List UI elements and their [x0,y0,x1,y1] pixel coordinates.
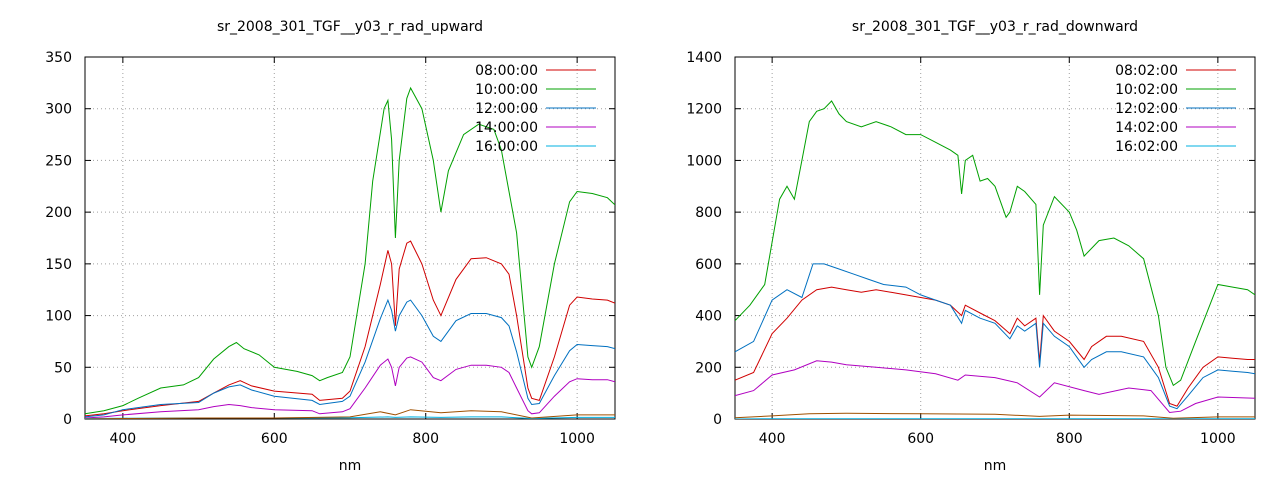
y-tick-label: 150 [45,257,72,273]
x-tick-label: 400 [759,431,786,447]
series-line-3 [735,263,1255,410]
plot-frame [84,56,616,420]
chart-title: sr_2008_301_TGF__y03_r_rad_upward [217,19,483,35]
legend-label: 14:00:00 [475,120,538,136]
y-tick-label: 800 [695,205,722,221]
x-tick-label: 800 [412,431,439,447]
y-tick-label: 200 [45,205,72,221]
x-tick-label: 600 [907,431,934,447]
y-tick-label: 0 [713,412,722,428]
y-tick-label: 350 [45,50,72,66]
series-line-2 [85,86,615,415]
chart-panel-1: sr_2008_301_TGF__y03_r_rad_upward 400 600 8… [45,19,616,474]
legend-label: 12:02:00 [1115,101,1178,117]
series-line-2 [735,100,1255,387]
y-tick-label: 1000 [686,153,722,169]
x-axis-label: nm [339,458,362,474]
x-tick-label: 400 [109,431,136,447]
y-tick-label: 600 [695,257,722,273]
y-tick-label: 300 [45,102,72,118]
legend-label: 16:02:00 [1115,139,1178,155]
series-line-1 [85,240,615,417]
legend-label: 08:00:00 [475,63,538,79]
x-tick-label: 1000 [1200,431,1236,447]
y-tick-label: 1400 [686,50,722,66]
series-line-4 [85,356,615,419]
legend-label: 16:00:00 [475,139,538,155]
y-tick-label: 0 [63,412,72,428]
y-tick-label: 1200 [686,102,722,118]
legend-label: 14:02:00 [1115,120,1178,136]
series-line-6 [735,412,1255,419]
chart-title: sr_2008_301_TGF__y03_r_rad_downward [852,19,1138,35]
y-tick-label: 200 [695,360,722,376]
x-tick-label: 600 [261,431,288,447]
x-tick-label: 800 [1056,431,1083,447]
y-tick-label: 100 [45,309,72,325]
series-line-6 [85,409,615,419]
legend-label: 10:02:00 [1115,82,1178,98]
x-axis-label: nm [984,458,1007,474]
series-line-3 [85,298,615,418]
y-tick-label: 50 [54,360,72,376]
x-tick-label: 1000 [559,431,595,447]
legend-label: 12:00:00 [475,101,538,117]
series-line-4 [735,360,1255,414]
chart-panel-2: sr_2008_301_TGF__y03_r_rad_downward 400 60… [686,19,1256,474]
y-tick-label: 400 [695,309,722,325]
legend-label: 08:02:00 [1115,63,1178,79]
y-tick-label: 250 [45,153,72,169]
series-line-1 [735,286,1255,407]
legend-label: 10:00:00 [475,82,538,98]
